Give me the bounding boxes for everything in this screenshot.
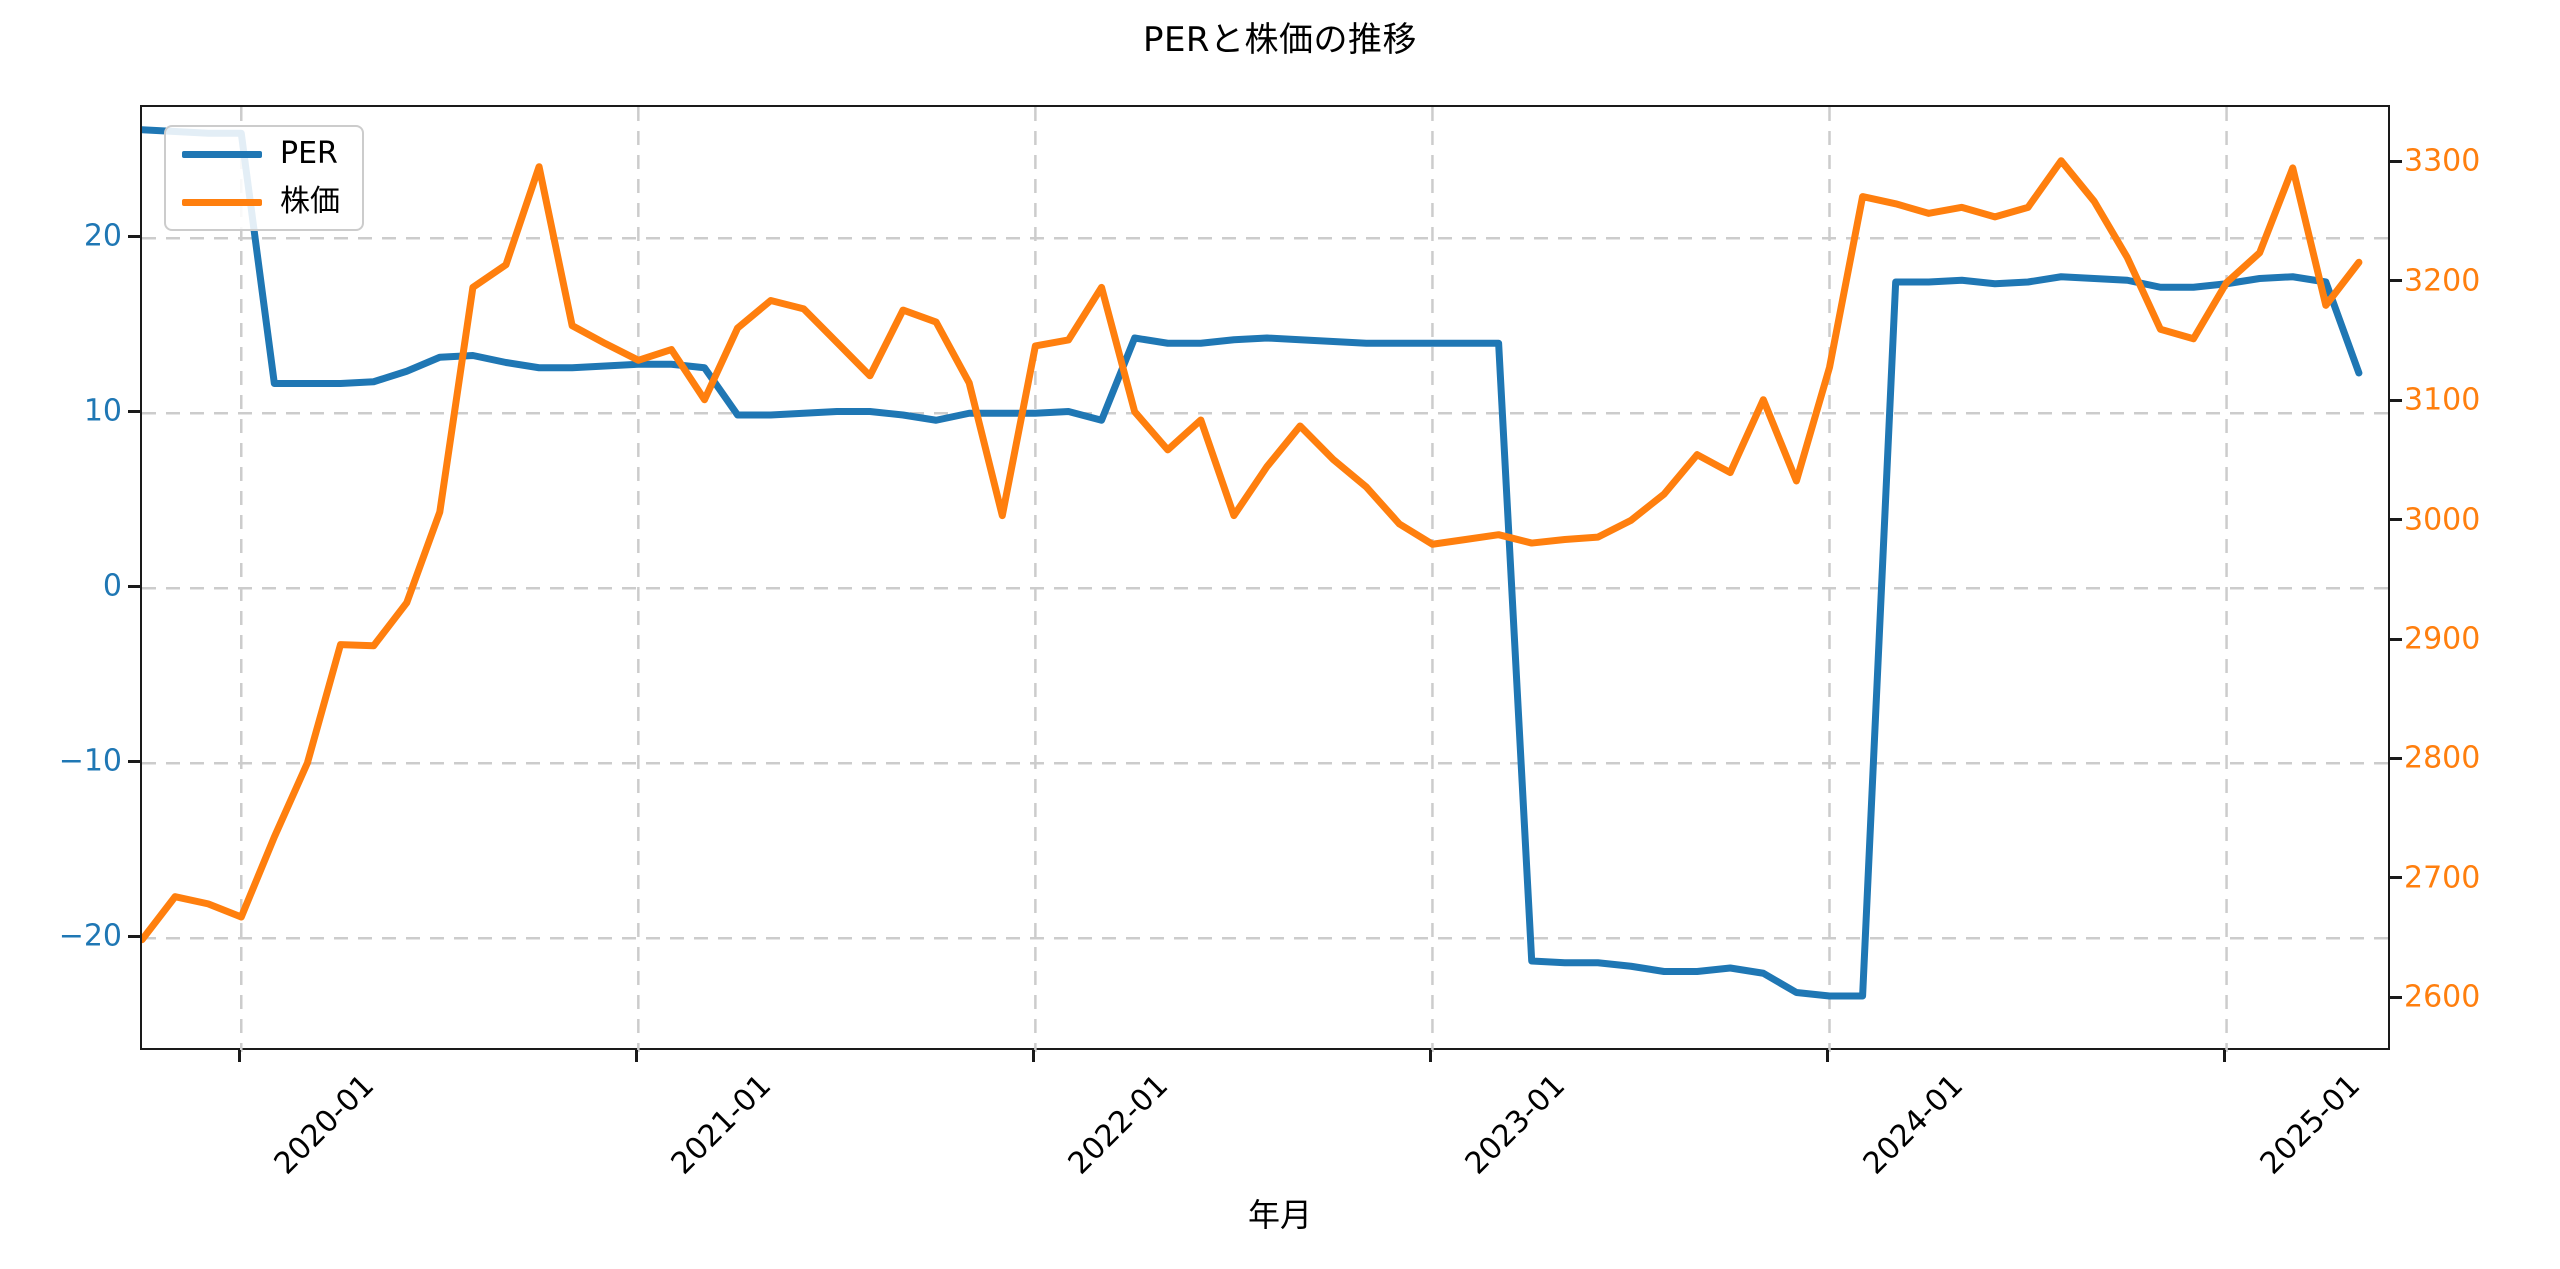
y-axis-right-tick: 2800 — [2404, 740, 2481, 776]
y-axis-left-tick: 0 — [102, 568, 122, 604]
y-axis-right-tick: 3300 — [2404, 143, 2481, 179]
y-axis-right-tickmark — [2390, 159, 2402, 163]
y-axis-right-tick: 2700 — [2404, 860, 2481, 896]
legend-label-kabuka: 株価 — [280, 184, 340, 219]
y-axis-left-tick: −10 — [58, 743, 122, 779]
legend-swatch-kabuka — [182, 198, 262, 206]
y-axis-right-tickmark — [2390, 995, 2402, 999]
series-line-per — [142, 126, 2363, 1000]
gridlines — [142, 107, 2392, 1052]
y-axis-left-tick: 20 — [83, 218, 122, 254]
y-axis-right-tickmark — [2390, 756, 2402, 760]
y-axis-right-tickmark — [2390, 518, 2402, 522]
x-axis-tickmark — [1826, 1050, 1829, 1062]
x-axis-tick: 2021-01 — [665, 1068, 779, 1182]
x-axis-tick: 2025-01 — [2253, 1068, 2367, 1182]
y-axis-right-tickmark — [2390, 279, 2402, 283]
y-axis-left-tickmark — [128, 234, 140, 238]
y-axis-right-tick: 2900 — [2404, 621, 2481, 657]
legend-swatch-per — [182, 150, 262, 158]
y-axis-right-tick: 3200 — [2404, 263, 2481, 299]
y-axis-right-tickmark — [2390, 876, 2402, 880]
y-axis-right-tick: 2600 — [2404, 979, 2481, 1015]
page-title: PERと株価の推移 — [1142, 20, 1418, 60]
y-axis-left-tickmark — [128, 584, 140, 588]
legend-label-per: PER — [280, 136, 338, 171]
x-axis-tick: 2022-01 — [1062, 1068, 1176, 1182]
x-axis-tick: 2020-01 — [267, 1068, 382, 1182]
x-axis-tickmark — [237, 1050, 241, 1062]
x-axis-tickmark — [2223, 1050, 2227, 1062]
plot-area: PER 株価 — [140, 105, 2392, 1052]
y-axis-left-tickmark — [128, 409, 140, 413]
x-axis-tickmark — [1428, 1050, 1432, 1062]
y-axis-left-tick: 10 — [83, 393, 122, 429]
series-lines — [142, 126, 2363, 1000]
y-axis-right-tickmark — [2390, 398, 2402, 402]
series-line-kabuka — [142, 157, 2363, 944]
y-axis-left-tickmark — [128, 759, 140, 763]
y-axis-right-tickmark — [2390, 637, 2402, 641]
y-axis-right-tick: 3000 — [2404, 502, 2481, 538]
x-axis-tick: 2023-01 — [1459, 1068, 1573, 1182]
plot-svg — [142, 107, 2392, 1052]
x-axis-tick: 2024-01 — [1856, 1068, 1970, 1182]
y-axis-right-tick: 3100 — [2404, 382, 2481, 418]
x-axis-tickmark — [634, 1050, 638, 1062]
y-axis-left-tick: −20 — [58, 918, 122, 954]
chart-legend: PER 株価 — [164, 125, 364, 231]
x-axis-tickmark — [1031, 1050, 1035, 1062]
legend-item-per[interactable]: PER — [182, 139, 340, 169]
legend-item-kabuka[interactable]: 株価 — [182, 187, 340, 217]
y-axis-left-tickmark — [128, 934, 140, 938]
x-axis-label: 年月 — [1247, 1196, 1312, 1234]
